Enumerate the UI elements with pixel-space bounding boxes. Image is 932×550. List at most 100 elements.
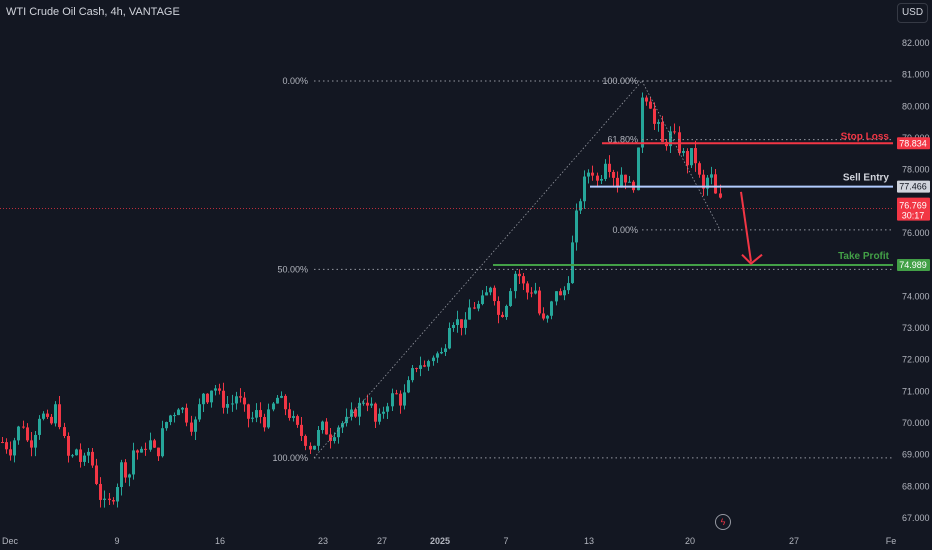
candle-body [657,122,660,124]
candle-body [653,108,656,124]
candle-body [71,455,74,457]
candle-body [251,417,254,419]
take-profit-tag-label: 74.989 [899,260,927,270]
projection-arrow-head [741,253,763,266]
candle-body [505,305,508,318]
time-tick-label: 23 [318,536,328,546]
candle-body [30,440,33,448]
candle-body [226,404,229,408]
candle-body [423,365,426,367]
candle-body [682,151,685,153]
candle-body [5,442,8,450]
time-tick-label: 9 [114,536,119,546]
price-axis[interactable]: 82.00081.00080.00079.00078.00077.00076.0… [897,38,930,523]
candle-body [456,319,459,326]
candle-body [493,287,496,302]
price-tick-label: 80.000 [902,101,930,111]
candle-body [103,498,106,500]
candle-body [185,407,188,423]
fib2-trendline [641,80,721,231]
candle-body [714,174,717,194]
candle-body [75,449,78,456]
price-tick-label: 82.000 [902,38,930,48]
candle-body [112,500,115,502]
candle-body [325,421,328,435]
candle-body [649,101,652,109]
candle-body [165,422,168,429]
lightning-icon[interactable]: ϟ [715,514,731,530]
candle-body [546,315,549,319]
candle-body [173,415,176,417]
time-tick-label: 20 [685,536,695,546]
candle-body [267,409,270,428]
candle-body [432,357,435,362]
fib2-label-618: 61.80% [607,135,638,145]
chart-overlay: 0.00% 50.00% 100.00% 100.00% 61.80% 0.00% Stop… [0,76,893,463]
candle-body [559,291,562,296]
candle-body [501,314,504,318]
candle-body [366,402,369,406]
candle-body [571,242,574,284]
chart-title[interactable]: WTI Crude Oil Cash, 4h, VANTAGE [6,6,180,18]
candle-body [128,474,131,478]
candle-body [694,148,697,164]
candle-body [218,388,221,391]
time-tick-label: 2025 [430,536,450,546]
candle-body [63,427,66,436]
candle-body [1,442,4,443]
fib2-label-0: 0.00% [612,225,638,235]
projection-arrow [740,191,752,262]
candle-body [464,319,467,328]
candle-body [604,163,607,179]
candle-body [136,450,139,453]
candle-body [202,393,205,405]
time-axis[interactable]: Dec 9 16 23 27 2025 7 13 20 27 Fe [2,536,896,546]
candle-body [534,290,537,294]
candle-body [161,428,164,457]
candle-body [79,449,82,462]
candle-body [194,419,197,432]
candle-body [419,365,422,369]
candle-body [608,163,611,172]
candle-body [313,445,316,450]
time-tick-label: 13 [584,536,594,546]
fib2-label-100: 100.00% [602,76,638,86]
candle-body [296,416,299,425]
candle-body [91,451,94,466]
candle-body [177,409,180,416]
candle-body [702,174,705,189]
stop-loss-label: Stop Loss [841,131,890,142]
candle-body [272,403,275,410]
candle-body [26,427,29,441]
candle-body [309,445,312,450]
candle-body [530,292,533,294]
take-profit-tag [897,259,930,272]
candle-body [460,319,463,328]
candle-body [436,353,439,358]
candle-body [280,395,283,398]
candle-body [235,396,238,404]
sell-entry-label: Sell Entry [843,173,890,184]
candle-body [452,325,455,328]
candle-body [124,462,127,478]
candle-body [304,435,307,446]
candle-body [284,395,287,410]
candle-body [526,283,529,293]
candle-body [206,393,209,403]
price-tick-label: 70.000 [902,418,930,428]
candle-body [522,276,525,284]
candle-body [140,448,143,453]
candle-body [587,172,590,177]
candle-body [567,283,570,291]
candle-body [596,175,599,181]
candle-body [641,97,644,148]
candle-body [616,177,619,187]
time-tick-label: Fe [886,536,897,546]
candle-body [628,181,631,183]
candle-body [198,404,201,420]
candle-body [210,390,213,403]
candle-body [411,368,414,381]
time-tick-label: 27 [377,536,387,546]
currency-button[interactable]: USD [897,3,928,23]
